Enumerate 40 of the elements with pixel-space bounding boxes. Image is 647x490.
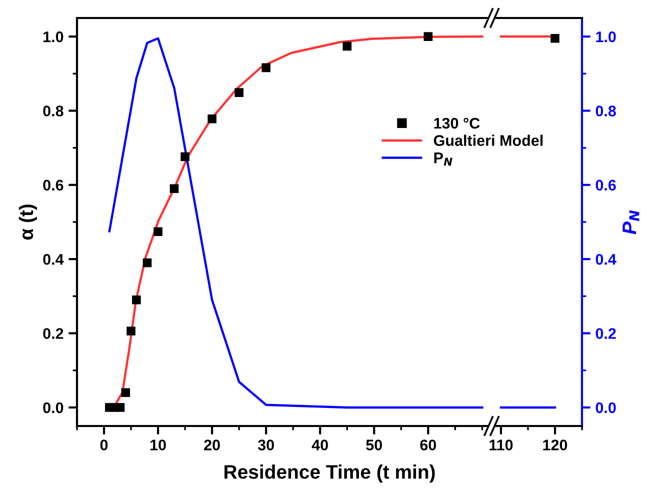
point: [424, 32, 433, 41]
x-tick-label: 50: [366, 440, 382, 450]
x-tick-label: 20: [204, 440, 220, 450]
point: [126, 326, 136, 336]
legend-label: 130 °C: [434, 118, 480, 129]
y2-tick-label: 0.4: [596, 254, 616, 265]
y-tick-label: 0.2: [43, 328, 64, 339]
point: [342, 42, 352, 51]
x-tick-label: 60: [420, 440, 436, 450]
x-tick-label: 40: [312, 440, 328, 450]
y2-tick-label: 0.6: [596, 180, 616, 191]
y-axis-title: α (t): [18, 204, 38, 240]
y2-axis-title: P$_{N}$: [622, 210, 640, 234]
point: [262, 63, 270, 72]
point: [170, 184, 179, 194]
point: [121, 388, 130, 398]
legend-label: Gualtieri Model: [434, 134, 543, 146]
y2-tick-label: 0.2: [596, 328, 616, 339]
y2-tick-label: 0.0: [596, 402, 616, 414]
point: [116, 403, 125, 412]
x-tick-label: 10: [150, 440, 166, 450]
x-tick-label: 120: [543, 440, 568, 450]
point: [154, 227, 162, 236]
y-tick-label: 0.6: [43, 180, 64, 191]
x-tick-label: 110: [490, 440, 513, 450]
point: [208, 114, 216, 124]
point: [132, 296, 141, 304]
y-tick-label: 1.0: [44, 31, 64, 42]
point: [234, 88, 244, 97]
y-tick-label: 0.4: [43, 254, 64, 265]
point: [180, 152, 190, 162]
y2-tick-label: 0.8: [596, 106, 616, 116]
x-tick-label: 0: [100, 440, 108, 450]
y-tick-label: 0.8: [43, 106, 64, 116]
y2-tick-label: 1.0: [596, 31, 616, 42]
x-tick-label: 30: [258, 440, 274, 450]
legend-label: P$_{N}$: [434, 152, 452, 166]
x-axis-title: Residence Time (t min): [224, 464, 435, 483]
point: [142, 258, 152, 268]
y-tick-label: 0.0: [43, 402, 64, 414]
